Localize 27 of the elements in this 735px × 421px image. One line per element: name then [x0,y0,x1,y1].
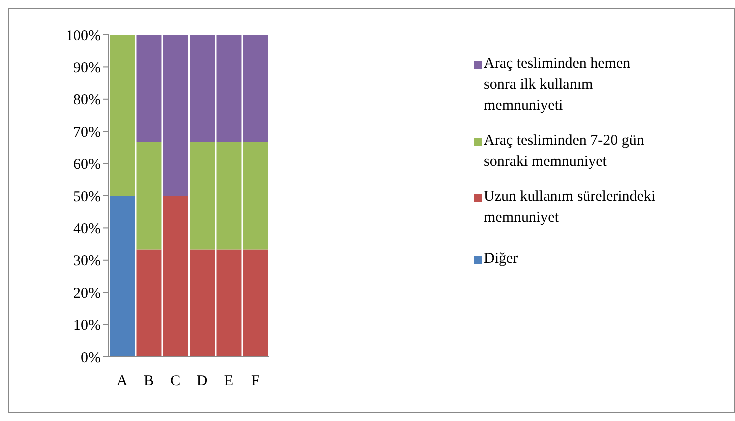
bar [243,142,268,250]
bar [243,35,268,143]
y-tick-label: 90% [74,60,101,77]
y-tick-label: 10% [74,318,101,334]
y-tick-label: 70% [74,124,101,141]
y-tick-label: 100% [66,28,101,44]
x-tick-label: F [251,374,260,390]
x-tick-label: D [196,374,208,390]
x-tick-label: E [224,374,234,390]
x-tick-label: C [170,374,181,390]
y-tick-label: 0% [81,350,101,366]
bar [136,250,162,357]
bar [243,250,268,357]
y-tick-label: 40% [74,222,101,238]
bar [136,35,162,143]
y-tick-label: 50% [74,189,101,206]
x-tick-label: A [116,374,128,390]
y-tick-label: 30% [74,254,101,270]
legend-label: Araç tesliminden 7-20 gün sonraki memnuniyet [484,132,646,172]
y-tick-label: 60% [74,157,101,174]
legend-label: Uzun kullanım sürelerindeki memnuniyet [484,188,657,228]
y-tick-label: 20% [74,286,101,302]
x-tick-label: B [144,374,154,390]
bar [110,196,136,357]
legend-label: Araç tesliminden hemen sonra ilk kullanım memnuniyeti [484,55,632,116]
legend-label: Diğer [484,250,518,269]
y-tick-label: 80% [74,92,101,109]
